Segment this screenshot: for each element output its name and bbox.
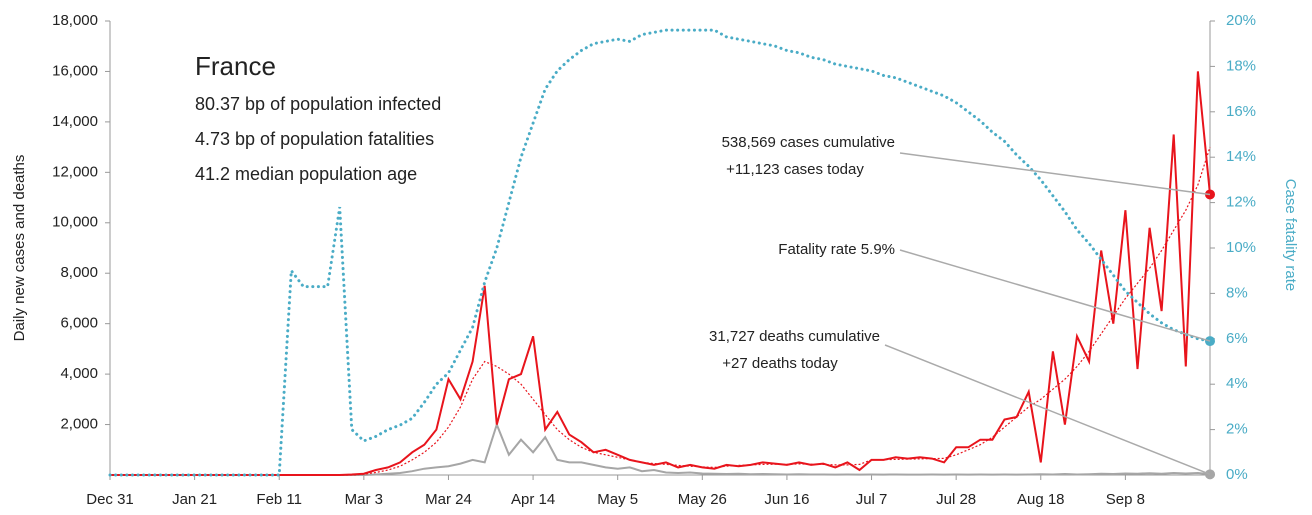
y-tick-label: 8,000	[60, 264, 98, 281]
x-tick-label: Apr 14	[511, 491, 555, 508]
y2-tick-label: 10%	[1226, 239, 1256, 256]
x-tick-label: Feb 11	[256, 491, 302, 508]
annotation: +27 deaths today	[722, 355, 838, 372]
y-tick-label: 18,000	[52, 12, 98, 29]
y-axis-title: Daily new cases and deaths	[11, 155, 28, 342]
x-tick-label: Jun 16	[764, 491, 809, 508]
series-line	[110, 71, 1211, 476]
y2-tick-label: 14%	[1226, 148, 1256, 165]
annotation: Fatality rate 5.9%	[778, 241, 895, 258]
leader-line	[884, 344, 1211, 476]
chart-title: France	[195, 51, 276, 81]
y2-tick-label: 2%	[1226, 421, 1248, 438]
annotation: 31,727 deaths cumulative	[709, 328, 880, 345]
x-tick-label: Sep 8	[1106, 491, 1145, 508]
x-tick-label: May 26	[678, 491, 727, 508]
annotation: +11,123 cases today	[726, 161, 864, 178]
x-tick-label: Dec 31	[86, 491, 134, 508]
x-tick-label: Mar 3	[345, 491, 383, 508]
y-tick-label: 14,000	[52, 113, 98, 130]
y2-tick-label: 4%	[1226, 375, 1248, 392]
y2-tick-label: 12%	[1226, 194, 1256, 211]
y-tick-label: 12,000	[52, 163, 98, 180]
y-tick-label: 16,000	[52, 62, 98, 79]
y-tick-label: 2,000	[60, 416, 98, 433]
annotation: 538,569 cases cumulative	[722, 134, 895, 151]
y2-tick-label: 18%	[1226, 57, 1256, 74]
leader-line	[899, 249, 1211, 342]
x-tick-label: Jul 28	[936, 491, 976, 508]
info-line: 80.37 bp of population infected	[195, 94, 441, 114]
x-tick-label: Jul 7	[856, 491, 888, 508]
info-line: 41.2 median population age	[195, 164, 417, 184]
y2-tick-label: 6%	[1226, 330, 1248, 347]
leader-line	[899, 152, 1211, 196]
y-tick-label: 6,000	[60, 315, 98, 332]
info-line: 4.73 bp of population fatalities	[195, 129, 434, 149]
x-tick-label: Aug 18	[1017, 491, 1065, 508]
y2-axis-title: Case fatality rate	[1282, 179, 1299, 292]
y-tick-label: 4,000	[60, 365, 98, 382]
y-tick-label: 10,000	[52, 214, 98, 231]
x-tick-label: May 5	[597, 491, 638, 508]
x-tick-label: Mar 24	[425, 491, 472, 508]
y2-tick-label: 20%	[1226, 12, 1256, 29]
y2-tick-label: 8%	[1226, 284, 1248, 301]
series-line	[108, 28, 1212, 477]
x-tick-label: Jan 21	[172, 491, 217, 508]
y2-tick-label: 16%	[1226, 103, 1256, 120]
y2-tick-label: 0%	[1226, 466, 1248, 483]
